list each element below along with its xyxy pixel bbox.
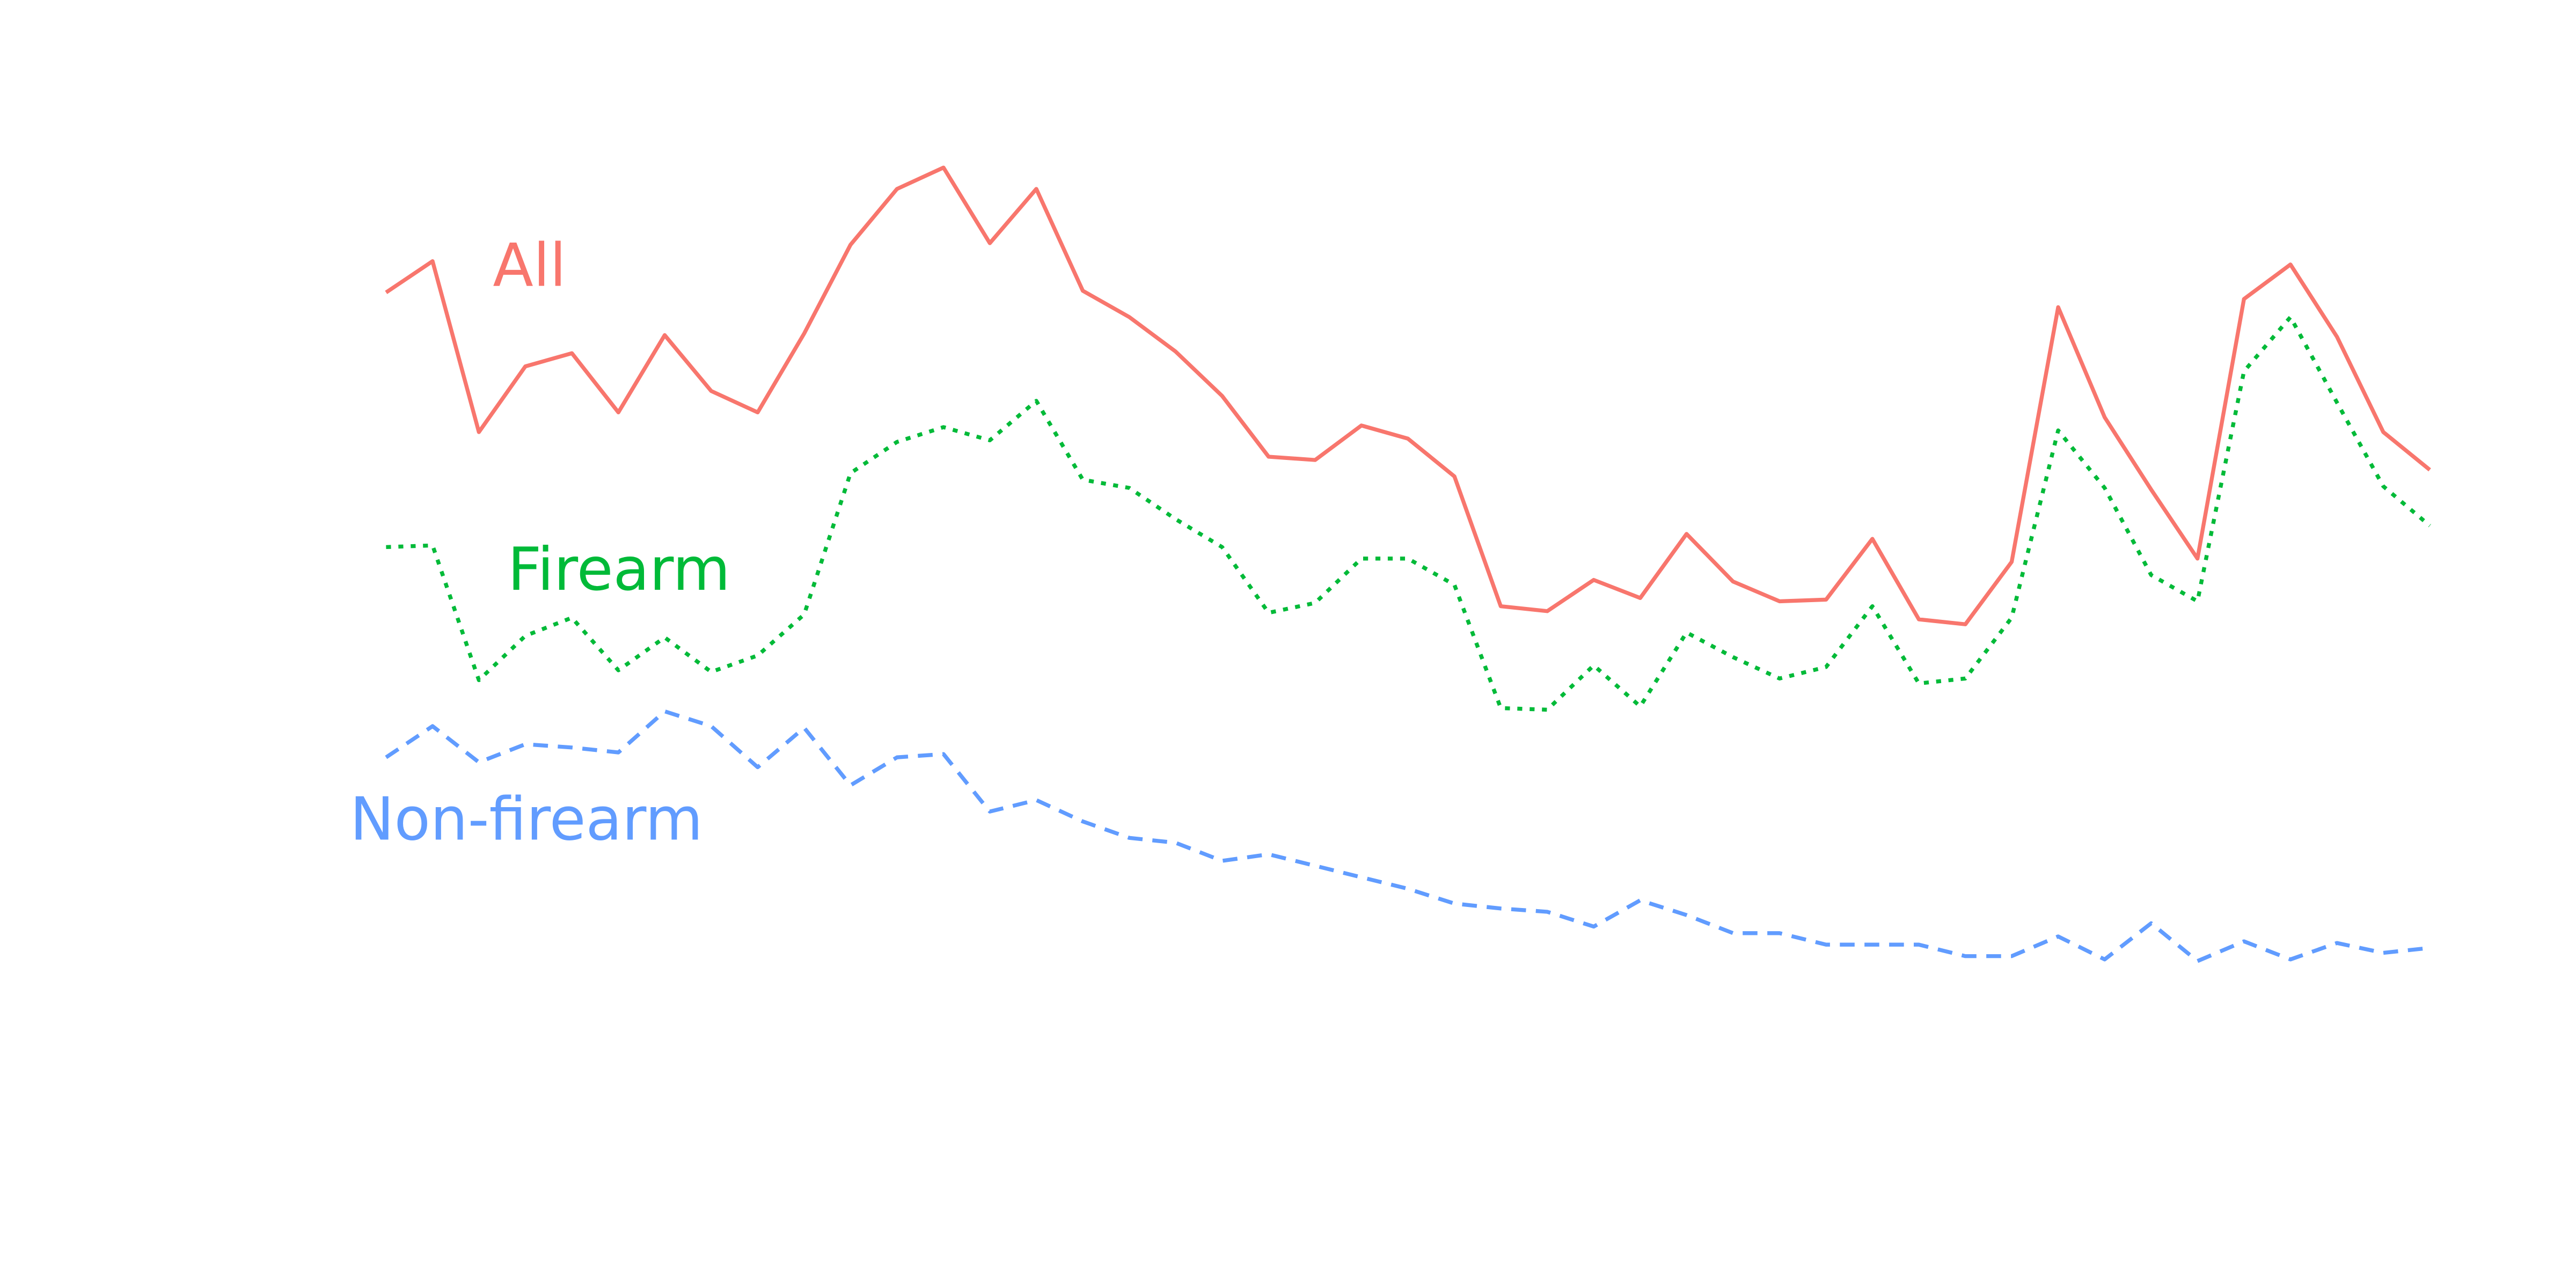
label-non-firearm: Non-firearm [350, 785, 703, 853]
series-line-all [385, 165, 2431, 626]
series-line-firearm [386, 315, 2431, 712]
label-firearm: Firearm [508, 535, 730, 604]
label-all: All [493, 231, 566, 300]
series-lines [385, 165, 2431, 963]
series-line-non-firearm [385, 709, 2430, 963]
